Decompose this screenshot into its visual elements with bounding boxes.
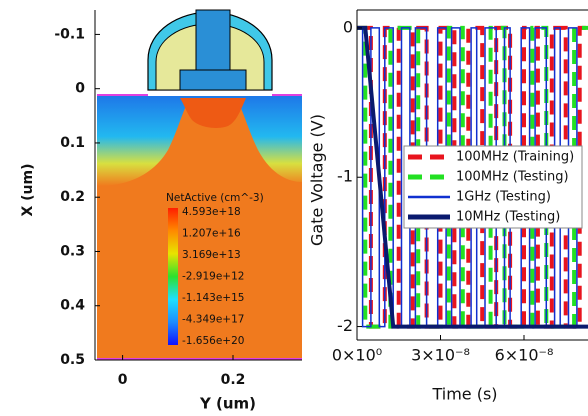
legend-label: 100MHz (Testing) [456,170,569,185]
legend-label: 10MHz (Testing) [456,210,560,225]
colorbar-label: -1.656e+20 [182,335,244,347]
y-tick-label: 0.2 [60,189,85,205]
y-tick-label: -1 [337,167,353,186]
x-axis-title: Y (um) [199,395,256,413]
x-tick-label: 3×10⁻⁸ [411,346,470,365]
x-axis-title: Time (s) [431,385,497,404]
legend-label: 100MHz (Training) [456,150,574,165]
colorbar-label: 1.207e+16 [182,228,241,240]
legend-box [403,145,583,229]
y-axis-title: Gate Voltage (V) [308,114,327,246]
y-tick-label: -0.1 [54,26,85,42]
y-tick-label: 0 [343,17,353,36]
device-contour [97,9,302,360]
y-tick-label: 0.5 [60,352,85,368]
y-tick-label: 0.4 [60,298,85,314]
y-tick-label: 0.3 [60,243,85,259]
x-tick-label: 0.2 [221,372,246,388]
x-tick-label: 6×10⁻⁸ [495,346,554,365]
x-tick-label: 0×10⁰ [332,346,382,365]
x-tick-label: 0 [118,372,128,388]
colorbar-label: 4.593e+18 [182,206,241,218]
colorbar-title: NetActive (cm^-3) [166,192,264,204]
y-axis-title: X (um) [20,163,36,216]
y-tick-label: 0.1 [60,135,85,151]
colorbar-label: -1.143e+15 [182,292,244,304]
legend-label: 1GHz (Testing) [456,190,551,205]
y-tick-label: -2 [337,316,353,335]
colorbar-label: 3.169e+13 [182,249,241,261]
colorbar-label: -4.349e+17 [182,314,244,326]
colorbar-label: -2.919e+12 [182,271,244,283]
colorbar [168,208,178,345]
y-tick-label: 0 [75,81,85,97]
